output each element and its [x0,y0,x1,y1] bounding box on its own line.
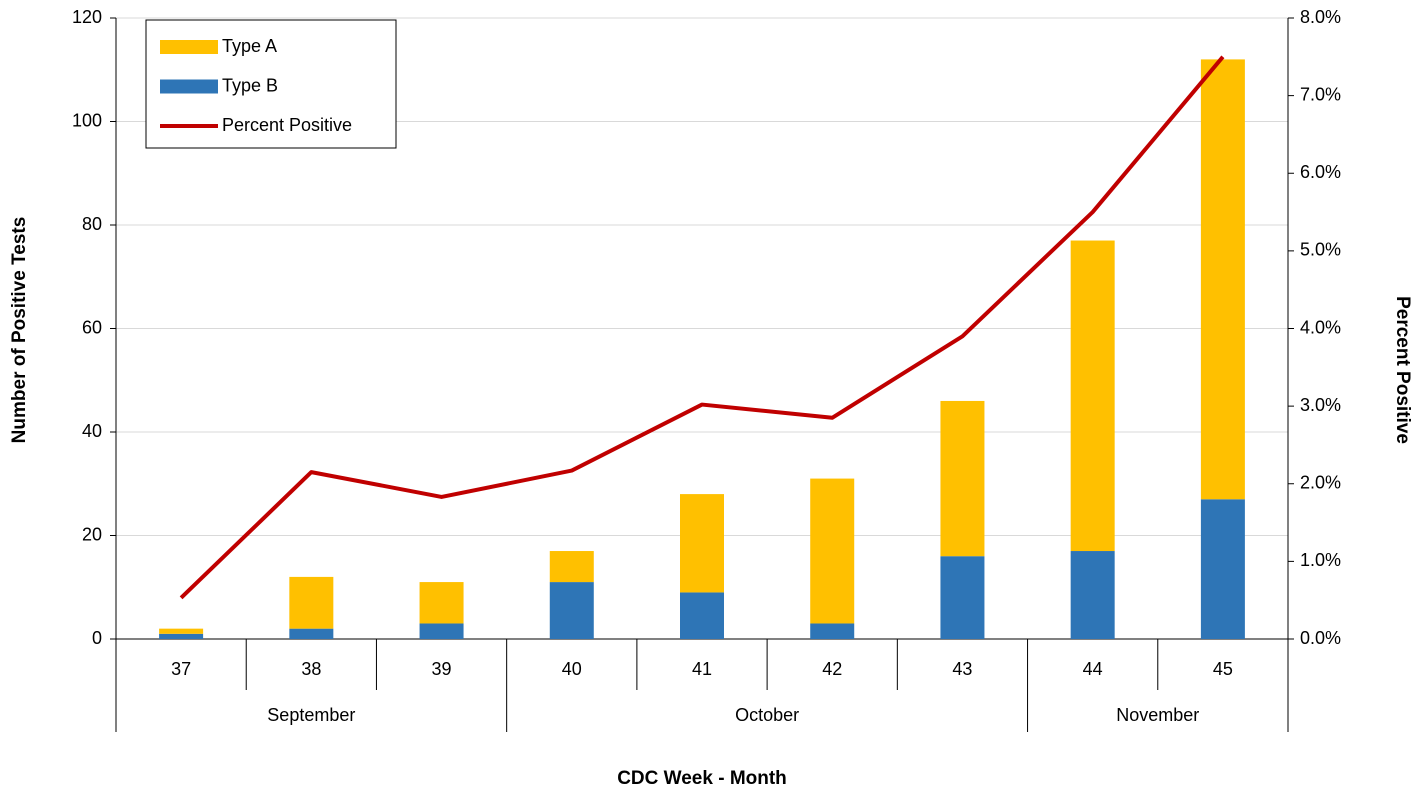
x-tick-label: 41 [692,659,712,679]
bar-segment [289,576,334,629]
legend-label: Percent Positive [222,115,352,135]
bar-segment [1200,499,1245,639]
y2-tick-label: 0.0% [1300,628,1341,648]
legend-swatch [160,40,218,54]
x-tick-label: 40 [562,659,582,679]
bar-segment [1200,59,1245,500]
y2-tick-label: 4.0% [1300,317,1341,337]
y-tick-label: 0 [92,628,102,648]
bar-segment [419,623,464,639]
bar-segment [549,551,594,583]
x-tick-label: 44 [1083,659,1103,679]
bar-segment [419,582,464,624]
bar-segment [680,592,724,639]
x-axis-title: CDC Week - Month [617,768,787,789]
x-tick-label: 38 [301,659,321,679]
y-tick-label: 40 [82,421,102,441]
y-tick-label: 60 [82,317,102,337]
bar-segment [289,628,334,639]
y2-tick-label: 5.0% [1300,240,1341,260]
y-tick-label: 80 [82,214,102,234]
y2-tick-label: 1.0% [1300,550,1341,570]
x-tick-label: 39 [432,659,452,679]
percent-line [179,55,1225,600]
bar-segment [940,556,985,639]
y-tick-label: 100 [72,110,102,130]
x-tick-label: 42 [822,659,842,679]
bar-segment [940,400,985,557]
y2-tick-label: 8.0% [1300,7,1341,27]
y2-tick-label: 3.0% [1300,395,1341,415]
bar-segment [159,628,204,634]
legend-swatch [160,79,218,94]
bar-segment [159,633,204,639]
y-tick-label: 20 [82,524,102,544]
y2-tick-label: 7.0% [1300,84,1341,104]
bar-segment [810,623,855,639]
y-tick-label: 120 [72,7,102,27]
bar-segment [680,494,724,593]
y-axis-title: Number of Positive Tests [9,217,30,444]
legend-label: Type B [222,75,278,95]
legend-label: Type A [222,36,277,56]
bar-segment [810,478,855,624]
x-tick-label: 37 [171,659,191,679]
bar-segment [549,582,594,639]
x-tick-label: 43 [952,659,972,679]
x-tick-label: 45 [1213,659,1233,679]
y2-tick-label: 2.0% [1300,473,1341,493]
month-label: September [267,705,355,725]
y2-axis-title: Percent Positive [1392,296,1413,444]
bar-segment [1070,551,1115,639]
y2-tick-label: 6.0% [1300,162,1341,182]
month-label: October [735,705,799,725]
month-label: November [1116,705,1199,725]
bar-segment [1070,240,1115,552]
